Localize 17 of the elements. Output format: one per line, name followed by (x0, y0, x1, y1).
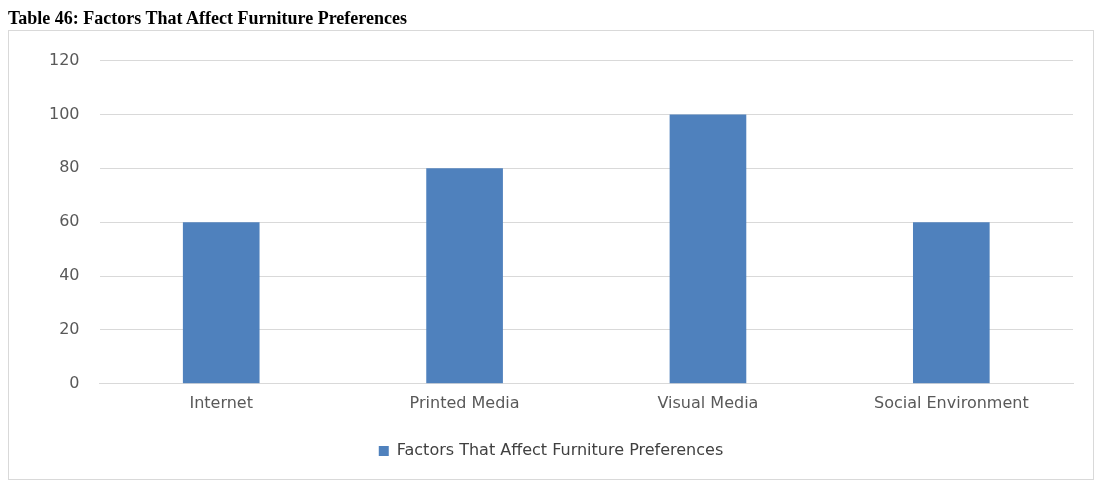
bar (669, 114, 747, 384)
x-tick-label: Social Environment (873, 392, 1029, 412)
y-tick-label: 0 (69, 372, 80, 392)
bar (426, 168, 503, 384)
y-tick-label: 60 (59, 211, 80, 231)
x-tick-label: Printed Media (409, 392, 520, 412)
bar (182, 222, 260, 384)
chart-title: Table 46: Factors That Affect Furniture Preferences (8, 8, 408, 30)
y-tick-label: 80 (59, 157, 80, 177)
y-tick-label: 100 (48, 103, 80, 123)
x-tick-label: Internet (189, 392, 253, 412)
y-tick-label: 40 (59, 265, 80, 285)
legend-label: Factors That Affect Furniture Preferences (396, 440, 724, 460)
x-tick-label: Visual Media (657, 392, 759, 412)
y-tick-label: 120 (48, 49, 80, 69)
bar (912, 222, 990, 384)
y-tick-label: 20 (59, 319, 80, 339)
